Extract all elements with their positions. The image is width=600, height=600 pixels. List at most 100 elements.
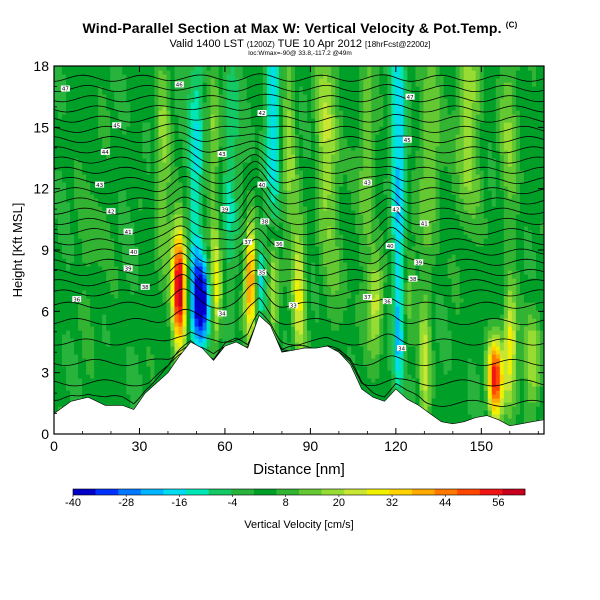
velocity-cell	[210, 130, 216, 135]
velocity-cell	[66, 370, 71, 375]
velocity-cell	[262, 102, 268, 107]
velocity-cell	[90, 390, 95, 395]
velocity-cell	[162, 290, 168, 295]
velocity-cell	[86, 214, 91, 219]
velocity-cell	[122, 258, 127, 263]
velocity-cell	[242, 170, 248, 175]
velocity-cell	[198, 162, 204, 167]
velocity-cell	[74, 190, 79, 195]
velocity-cell	[66, 130, 71, 135]
velocity-cell	[82, 74, 87, 79]
velocity-cell	[114, 90, 119, 95]
velocity-cell	[66, 334, 71, 339]
velocity-cell	[98, 194, 103, 199]
velocity-cell	[226, 150, 232, 155]
velocity-cell	[218, 162, 224, 167]
velocity-cell	[106, 242, 111, 247]
velocity-cell	[158, 194, 164, 199]
velocity-cell	[230, 310, 236, 315]
velocity-cell	[214, 214, 220, 219]
velocity-cell	[238, 222, 244, 227]
velocity-cell	[262, 298, 268, 303]
velocity-cell	[170, 82, 176, 87]
velocity-cell	[58, 170, 63, 175]
velocity-cell	[54, 254, 59, 259]
velocity-cell	[130, 306, 135, 311]
velocity-cell	[110, 226, 115, 231]
velocity-cell	[238, 258, 244, 263]
velocity-cell	[226, 202, 232, 207]
velocity-cell	[114, 174, 119, 179]
velocity-cell	[54, 206, 59, 211]
velocity-cell	[134, 110, 139, 115]
velocity-cell	[54, 358, 59, 363]
velocity-cell	[242, 326, 248, 331]
velocity-cell	[90, 70, 95, 75]
velocity-cell	[78, 358, 83, 363]
velocity-cell	[102, 262, 107, 267]
velocity-cell	[254, 102, 260, 107]
velocity-cell	[118, 74, 123, 79]
velocity-cell	[254, 262, 260, 267]
velocity-cell	[190, 326, 196, 331]
velocity-cell	[194, 178, 200, 183]
velocity-cell	[250, 150, 256, 155]
vertical-velocity-field	[54, 66, 544, 434]
velocity-cell	[126, 330, 131, 335]
velocity-cell	[166, 266, 172, 271]
velocity-cell	[90, 310, 95, 315]
velocity-cell	[146, 378, 151, 383]
velocity-cell	[114, 310, 119, 315]
velocity-cell	[134, 262, 139, 267]
velocity-cell	[126, 70, 131, 75]
velocity-cell	[198, 194, 204, 199]
velocity-cell	[130, 402, 135, 407]
velocity-cell	[206, 222, 212, 227]
velocity-cell	[78, 230, 83, 235]
velocity-cell	[246, 230, 252, 235]
velocity-cell	[130, 146, 135, 151]
velocity-cell	[102, 226, 107, 231]
velocity-cell	[178, 266, 184, 271]
velocity-cell	[266, 158, 272, 163]
velocity-cell	[138, 126, 143, 131]
velocity-cell	[114, 386, 119, 391]
velocity-cell	[126, 286, 131, 291]
velocity-cell	[98, 98, 103, 103]
velocity-cell	[154, 230, 160, 235]
velocity-cell	[202, 310, 208, 315]
velocity-cell	[258, 274, 264, 279]
velocity-cell	[190, 282, 196, 287]
velocity-cell	[210, 214, 216, 219]
velocity-cell	[230, 146, 236, 151]
velocity-cell	[74, 386, 79, 391]
velocity-cell	[122, 166, 127, 171]
velocity-cell	[266, 246, 272, 251]
velocity-cell	[242, 178, 248, 183]
velocity-cell	[142, 374, 147, 379]
velocity-cell	[162, 70, 168, 75]
velocity-cell	[170, 210, 176, 215]
velocity-cell	[126, 402, 131, 407]
velocity-cell	[114, 230, 119, 235]
velocity-cell	[110, 286, 115, 291]
velocity-cell	[154, 82, 160, 87]
velocity-cell	[82, 286, 87, 291]
velocity-cell	[126, 86, 131, 91]
velocity-cell	[182, 74, 188, 79]
velocity-cell	[114, 354, 119, 359]
velocity-cell	[110, 274, 115, 279]
velocity-cell	[110, 302, 115, 307]
velocity-cell	[154, 342, 160, 347]
velocity-cell	[90, 66, 95, 71]
velocity-cell	[78, 82, 83, 87]
velocity-cell	[110, 314, 115, 319]
velocity-cell	[106, 382, 111, 387]
velocity-cell	[94, 258, 99, 263]
velocity-cell	[70, 274, 75, 279]
velocity-cell	[238, 170, 244, 175]
velocity-cell	[62, 102, 67, 107]
velocity-cell	[174, 338, 180, 343]
velocity-cell	[78, 94, 83, 99]
velocity-cell	[210, 250, 216, 255]
